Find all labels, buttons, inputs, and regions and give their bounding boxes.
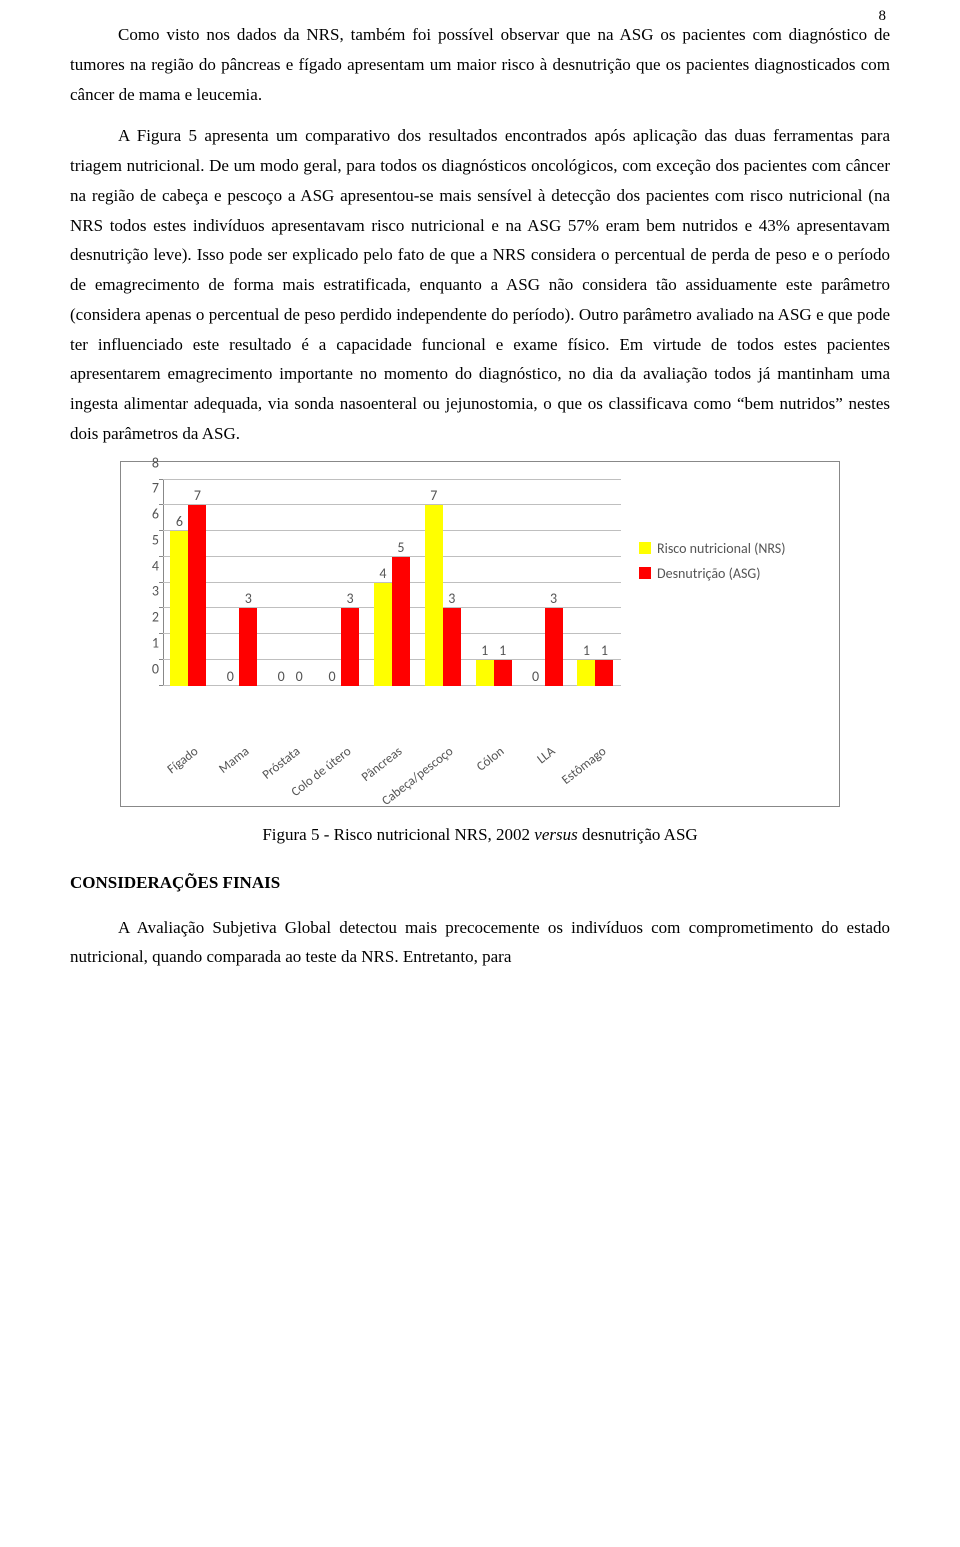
y-tick-label: 2: [152, 609, 159, 626]
y-tick-label: 8: [152, 454, 159, 471]
bar-group: 03: [219, 608, 259, 685]
paragraph-3-text: A Avaliação Subjetiva Global detectou ma…: [70, 918, 890, 967]
bar-asg: 3: [239, 608, 257, 685]
bar-value-label: 0: [532, 668, 539, 685]
bar-value-label: 0: [227, 668, 234, 685]
y-tick-label: 0: [152, 660, 159, 677]
bar-asg: 3: [341, 608, 359, 685]
y-tick-label: 5: [152, 531, 159, 548]
bar-asg: 3: [443, 608, 461, 685]
legend-label-nrs: Risco nutricional (NRS): [657, 540, 785, 557]
legend-item-nrs: Risco nutricional (NRS): [639, 540, 785, 557]
bar-group: 03: [525, 608, 565, 685]
bar-group: 11: [474, 660, 514, 686]
paragraph-1: Como visto nos dados da NRS, também foi …: [70, 20, 890, 109]
bar-group: 67: [168, 505, 208, 685]
bar-nrs: 6: [170, 531, 188, 686]
y-tick-label: 6: [152, 506, 159, 523]
page: 8 Como visto nos dados da NRS, também fo…: [0, 0, 960, 1014]
bar-asg: 7: [188, 505, 206, 685]
bar-value-label: 7: [430, 487, 437, 504]
legend-swatch-nrs: [639, 542, 651, 554]
bar-value-label: 5: [397, 539, 404, 556]
bar-group: 11: [575, 660, 615, 686]
figure-caption-a: Figura 5 - Risco nutricional NRS, 2002: [262, 825, 534, 844]
bar-value-label: 1: [481, 642, 488, 659]
figure-5-chart: 012345678 670300034573110311 FígadoMamaP…: [120, 461, 840, 807]
bars-row: 670300034573110311: [163, 480, 621, 686]
legend: Risco nutricional (NRS) Desnutrição (ASG…: [639, 540, 785, 590]
y-tick-label: 1: [152, 634, 159, 651]
bar-group: 45: [372, 557, 412, 686]
paragraph-3: A Avaliação Subjetiva Global detectou ma…: [70, 913, 890, 973]
paragraph-2: A Figura 5 apresenta um comparativo dos …: [70, 121, 890, 448]
y-tick-label: 4: [152, 557, 159, 574]
section-heading: CONSIDERAÇÕES FINAIS: [70, 873, 890, 893]
bar-value-label: 3: [245, 590, 252, 607]
legend-swatch-asg: [639, 567, 651, 579]
bar-value-label: 3: [448, 590, 455, 607]
bar-value-label: 3: [347, 590, 354, 607]
paragraph-1-text: Como visto nos dados da NRS, também foi …: [70, 25, 890, 104]
bar-asg: 1: [494, 660, 512, 686]
bar-value-label: 4: [379, 565, 386, 582]
bar-value-label: 6: [176, 513, 183, 530]
bar-value-label: 0: [329, 668, 336, 685]
bar-value-label: 1: [583, 642, 590, 659]
bar-value-label: 0: [278, 668, 285, 685]
bar-value-label: 1: [601, 642, 608, 659]
y-tick-label: 7: [152, 480, 159, 497]
bar-group: 73: [423, 505, 463, 685]
legend-item-asg: Desnutrição (ASG): [639, 565, 785, 582]
y-tick-label: 3: [152, 583, 159, 600]
chart-inner: 012345678 670300034573110311 FígadoMamaP…: [135, 480, 825, 710]
bar-value-label: 3: [550, 590, 557, 607]
bar-nrs: 1: [476, 660, 494, 686]
bar-nrs: 4: [374, 583, 392, 686]
figure-caption: Figura 5 - Risco nutricional NRS, 2002 v…: [70, 825, 890, 845]
bar-value-label: 7: [194, 487, 201, 504]
y-axis: 012345678: [141, 480, 163, 686]
bar-value-label: 1: [499, 642, 506, 659]
bar-value-label: 0: [296, 668, 303, 685]
bar-nrs: 7: [425, 505, 443, 685]
plot-area: 012345678 670300034573110311 FígadoMamaP…: [141, 480, 621, 710]
figure-caption-b: desnutrição ASG: [578, 825, 698, 844]
bar-nrs: 1: [577, 660, 595, 686]
figure-caption-italic: versus: [534, 825, 577, 844]
legend-label-asg: Desnutrição (ASG): [657, 565, 760, 582]
paragraph-2-text: A Figura 5 apresenta um comparativo dos …: [70, 126, 890, 443]
page-number: 8: [879, 8, 887, 25]
bar-asg: 3: [545, 608, 563, 685]
bar-asg: 5: [392, 557, 410, 686]
bar-asg: 1: [595, 660, 613, 686]
bar-group: 03: [321, 608, 361, 685]
